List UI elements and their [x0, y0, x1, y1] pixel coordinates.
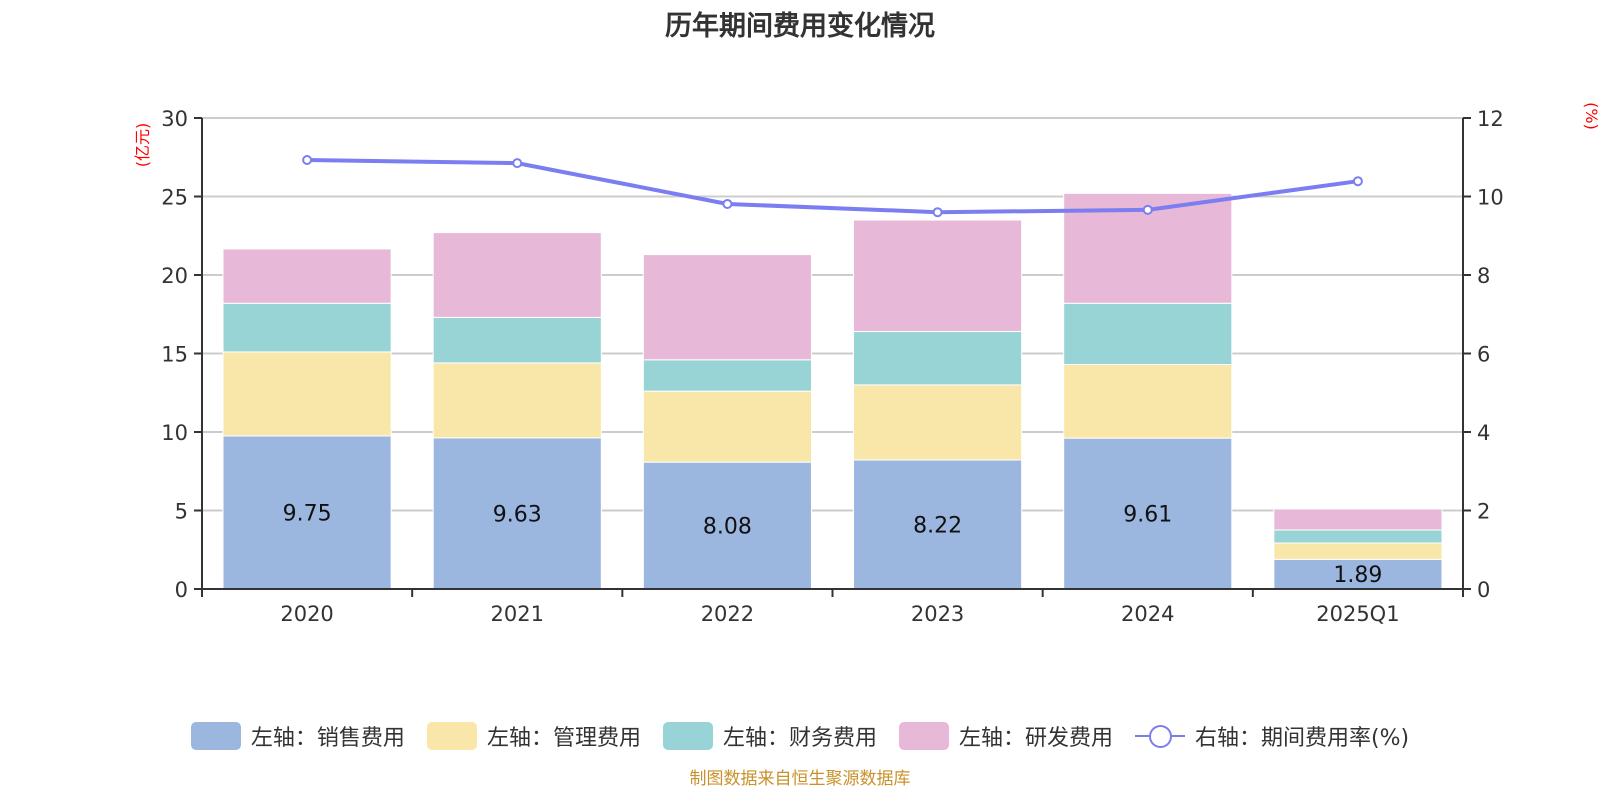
- rate-line: [307, 157, 1359, 215]
- bar-segment: [1063, 302, 1233, 365]
- bar-value-label: 9.63: [493, 502, 542, 527]
- x-axis-tick-label: 2023: [911, 602, 964, 626]
- legend-line-marker-icon: [1134, 722, 1185, 750]
- bar-segment: [432, 316, 602, 364]
- bar-segment: [432, 362, 602, 439]
- rate-point: [1142, 204, 1153, 215]
- x-axis-tick-label: 2025Q1: [1316, 602, 1399, 626]
- bar-labels: 9.75 9.63 8.08 8.22 9.61 1.89: [283, 501, 1383, 588]
- bar-segment: [222, 248, 392, 304]
- bar-value-label: 9.75: [283, 501, 332, 526]
- rate-point: [512, 158, 523, 169]
- left-axis-tick-label: 5: [175, 500, 188, 524]
- bar-segment: [222, 302, 392, 353]
- rate-point: [302, 154, 313, 165]
- right-axis-tick-label: 10: [1477, 186, 1504, 210]
- right-axis-tick-label: 8: [1477, 264, 1490, 288]
- rate-point: [932, 207, 943, 218]
- right-axis-tick-label: 12: [1477, 107, 1504, 131]
- legend-label: 右轴：期间费用率(%): [1194, 726, 1410, 751]
- grid-lines: [202, 117, 1463, 512]
- legend-item[interactable]: 左轴：管理费用: [426, 720, 641, 752]
- rate-point: [1352, 176, 1363, 187]
- legend-item[interactable]: 左轴：销售费用: [190, 720, 405, 752]
- legend: 左轴：销售费用 左轴：管理费用 左轴：财务费用 左轴：研发费用 右轴：期间费用率(%): [0, 720, 1600, 752]
- legend-item[interactable]: 左轴：研发费用: [898, 720, 1113, 752]
- x-axis-tick-label: 2021: [491, 602, 544, 626]
- bar-segment: [853, 331, 1023, 386]
- bar-segment: [1273, 508, 1443, 531]
- left-axis-tick-label: 15: [161, 343, 188, 367]
- left-axis-tick-label: 20: [161, 264, 188, 288]
- x-axis-tick-label: 2022: [701, 602, 754, 626]
- left-axis-unit: (亿元): [133, 123, 152, 168]
- bar-layer: [222, 192, 1443, 590]
- rate-point: [722, 198, 733, 209]
- rate-line-layer: [302, 154, 1363, 218]
- left-axis-tick-label: 30: [161, 107, 188, 131]
- right-axis-tick-label: 0: [1477, 578, 1490, 602]
- chart-title: 历年期间费用变化情况: [665, 11, 935, 42]
- source-note: 制图数据来自恒生聚源数据库: [689, 769, 911, 789]
- axes: 0 5 10 15 20 25 30 0 2 4 6 8 10 12 2020 2021 2022 2023 202…: [161, 107, 1503, 626]
- legend-label: 左轴：销售费用: [250, 726, 405, 751]
- legend-swatch: [426, 722, 477, 750]
- bar-segment: [222, 351, 392, 437]
- legend-swatch: [898, 722, 949, 750]
- legend-swatch: [190, 722, 241, 750]
- bar-value-label: 8.08: [703, 515, 752, 540]
- bar-segment: [642, 254, 812, 361]
- legend-label: 左轴：管理费用: [486, 726, 641, 751]
- bar-value-label: 8.22: [913, 513, 962, 538]
- left-axis-tick-label: 10: [161, 421, 188, 445]
- x-axis-tick-label: 2024: [1121, 602, 1174, 626]
- bar-segment: [853, 219, 1023, 333]
- legend-item[interactable]: 左轴：财务费用: [662, 720, 877, 752]
- bar-segment: [222, 435, 392, 590]
- bar-segment: [853, 384, 1023, 461]
- right-axis-tick-label: 4: [1477, 421, 1490, 445]
- bar-segment: [642, 359, 812, 392]
- legend-label: 左轴：财务费用: [722, 726, 877, 751]
- bar-value-label: 9.61: [1123, 503, 1172, 528]
- legend-item[interactable]: 右轴：期间费用率(%): [1134, 720, 1410, 752]
- left-axis-tick-label: 0: [175, 578, 188, 602]
- right-axis-tick-label: 2: [1477, 500, 1490, 524]
- left-axis-tick-label: 25: [161, 186, 188, 210]
- legend-swatch: [662, 722, 713, 750]
- bar-segment: [1273, 542, 1443, 560]
- bar-segment: [1273, 529, 1443, 544]
- bar-segment: [432, 232, 602, 318]
- right-axis-unit: (%): [1582, 102, 1600, 130]
- bar-segment: [1063, 363, 1233, 439]
- right-axis-tick-label: 6: [1477, 343, 1490, 367]
- legend-label: 左轴：研发费用: [958, 726, 1113, 751]
- x-axis-tick-label: 2020: [280, 602, 333, 626]
- bar-value-label: 1.89: [1333, 563, 1382, 588]
- bar-segment: [642, 390, 812, 463]
